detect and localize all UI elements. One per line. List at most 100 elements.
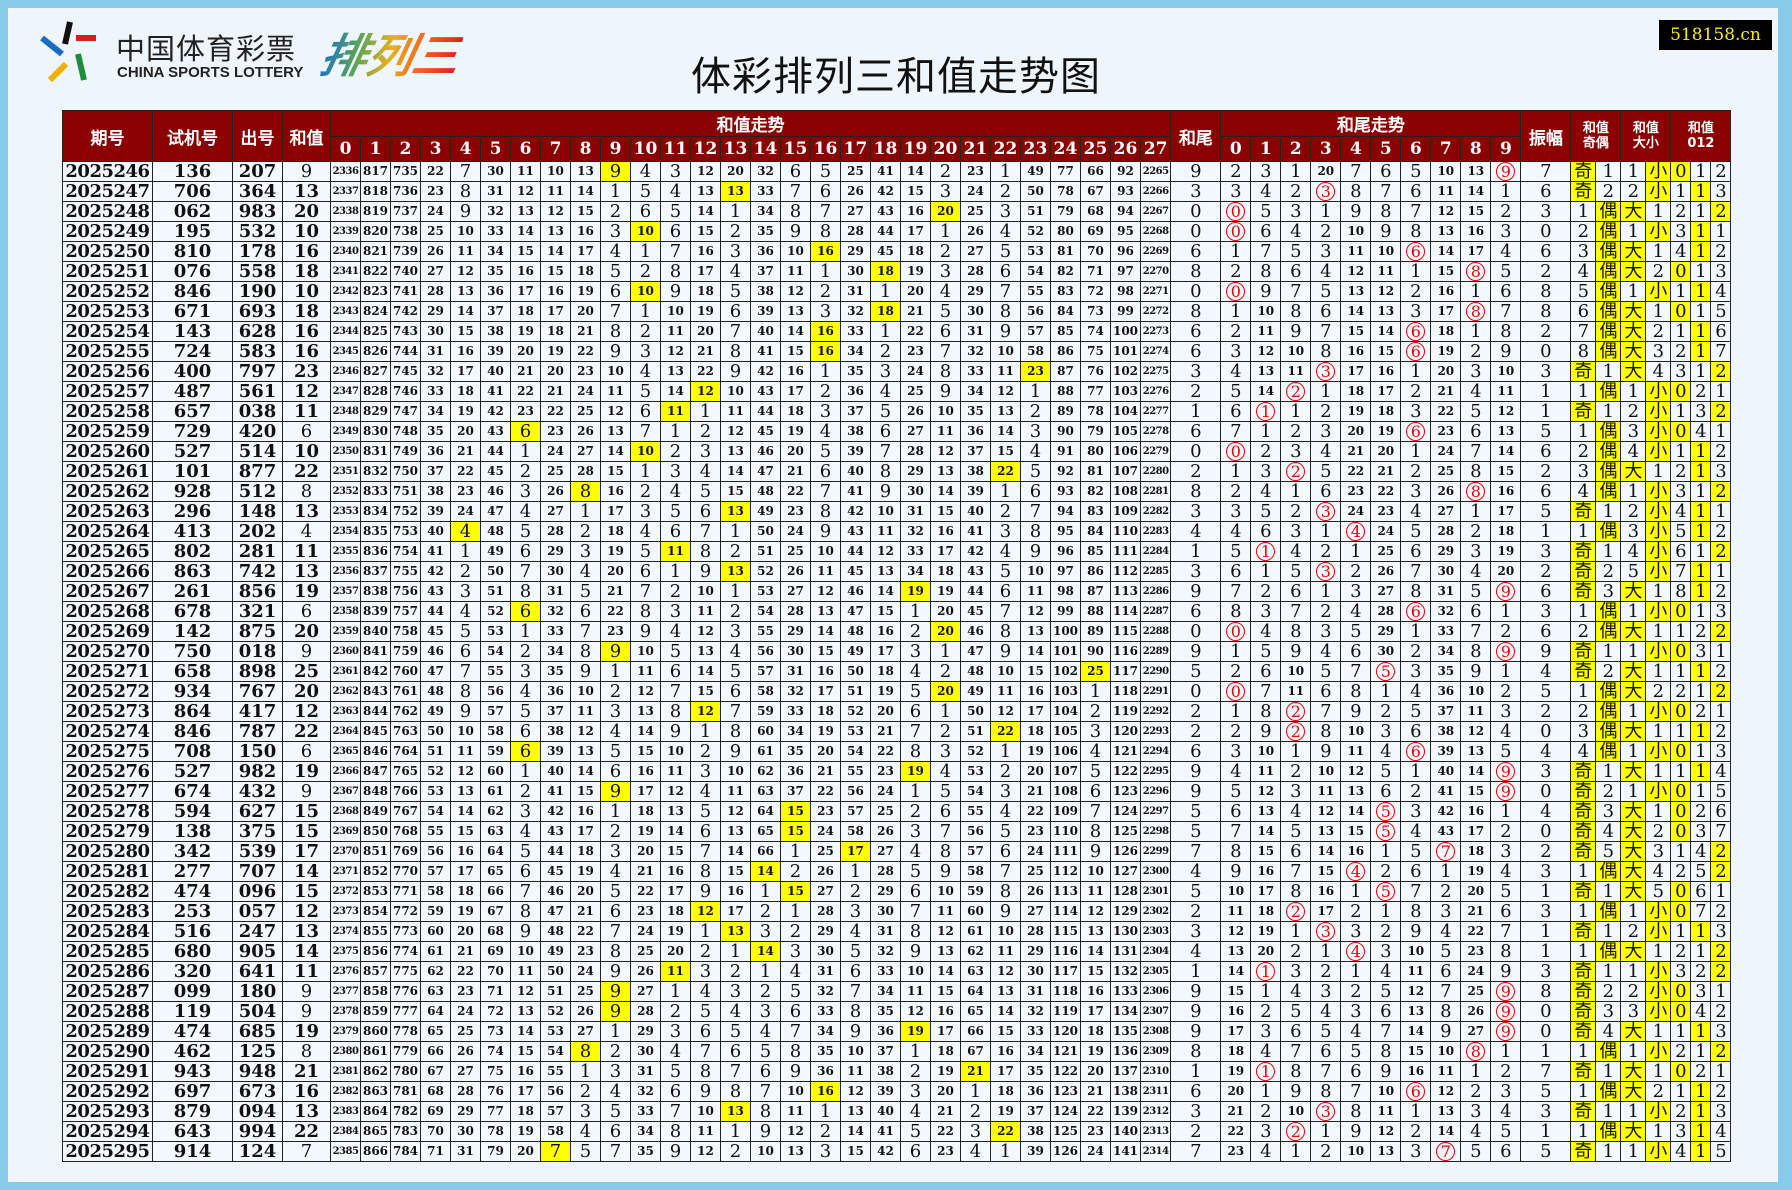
sum-omission-cell: 16 <box>780 361 811 382</box>
sum-omission-cell: 3 <box>1080 721 1111 742</box>
sum-omission-cell: 136 <box>1110 1041 1141 1062</box>
sum-omission-cell: 8 <box>900 741 931 762</box>
sum-omission-cell: 24 <box>900 361 931 382</box>
sum-omission-cell: 6 <box>1080 781 1111 802</box>
big-small-omission-cell: 1 <box>1645 201 1672 222</box>
sum-omission-cell: 25 <box>840 161 871 182</box>
big-small-hit-cell: 小 <box>1645 981 1672 1002</box>
sum-omission-cell: 32 <box>900 521 931 542</box>
sum-omission-cell: 34 <box>750 201 781 222</box>
sum-omission-cell: 741 <box>390 281 421 302</box>
odd-even-omission-cell: 1 <box>1570 681 1597 702</box>
sum-omission-cell: 3 <box>660 161 691 182</box>
tail-omission-cell: 2 <box>1310 961 1342 982</box>
sum-omission-cell: 9 <box>870 481 901 502</box>
period-cell: 2025280 <box>62 841 153 862</box>
tail-omission-cell: 12 <box>1490 401 1522 422</box>
mod3-omission-cell: 3 <box>1710 921 1732 942</box>
tail-hit-circle: 3 <box>1316 182 1336 201</box>
mod3-omission-cell: 2 <box>1670 861 1692 882</box>
odd-even-hit-cell: 偶 <box>1595 941 1622 962</box>
sum-omission-cell: 2378 <box>330 1001 361 1022</box>
tail-omission-cell: 12 <box>1370 1121 1402 1142</box>
mod3-hit-cell: 1 <box>1690 521 1712 542</box>
sum-omission-cell: 2314 <box>1139 1141 1172 1162</box>
sum-omission-cell: 54 <box>480 641 511 662</box>
header-odd-even-label: 和值奇偶 <box>1582 121 1609 151</box>
mod3-hit-cell: 0 <box>1670 261 1692 282</box>
sum-omission-cell: 107 <box>1110 461 1141 482</box>
tail-omission-cell: 9 <box>1280 321 1312 342</box>
sum-omission-cell: 2 <box>960 1101 991 1122</box>
tail-omission-cell: 6 <box>1460 601 1492 622</box>
sum-omission-cell: 846 <box>360 741 391 762</box>
table-row: 2025253 671 693 18 2343 824 742 29 14 37 18 17 20 7 1 1… <box>62 301 1732 322</box>
sum-omission-cell: 90 <box>1080 641 1111 662</box>
sum-omission-cell: 7 <box>750 1081 781 1102</box>
sum-omission-cell: 34 <box>840 341 871 362</box>
draw-number-cell: 125 <box>232 1041 283 1062</box>
mod3-omission-cell: 3 <box>1690 641 1712 662</box>
sum-omission-cell: 1 <box>810 261 841 282</box>
odd-even-omission-cell: 4 <box>1570 261 1597 282</box>
tail-omission-cell: 5 <box>1220 381 1252 402</box>
mod3-hit-cell: 2 <box>1710 861 1732 882</box>
sum-hit-cell: 13 <box>720 501 751 522</box>
period-cell: 2025271 <box>62 661 153 682</box>
tail-omission-cell: 10 <box>1280 661 1312 682</box>
mod3-omission-cell: 6 <box>1710 801 1732 822</box>
sum-omission-cell: 6 <box>930 801 961 822</box>
sum-omission-cell: 53 <box>540 1021 571 1042</box>
mod3-omission-cell: 1 <box>1670 441 1692 462</box>
sum-omission-cell: 6 <box>990 261 1021 282</box>
sum-omission-cell: 2364 <box>330 721 361 742</box>
sum-omission-cell: 761 <box>390 681 421 702</box>
sum-omission-cell: 24 <box>810 821 841 842</box>
sum-hit-cell: 12 <box>690 901 721 922</box>
amplitude-cell: 6 <box>1520 241 1572 262</box>
period-cell: 2025283 <box>62 901 153 922</box>
tail-omission-cell: 29 <box>1430 541 1462 562</box>
sum-omission-cell: 2341 <box>330 261 361 282</box>
tail-omission-cell: 2 <box>1400 1121 1432 1142</box>
mod3-omission-cell: 3 <box>1710 181 1732 202</box>
tail-value-cell: 9 <box>1170 981 1222 1002</box>
sum-omission-cell: 19 <box>780 421 811 442</box>
tail-value-cell: 3 <box>1170 561 1222 582</box>
tail-omission-cell: 6 <box>1310 1041 1342 1062</box>
sum-omission-cell: 111 <box>1050 841 1081 862</box>
sum-omission-cell: 3 <box>510 481 541 502</box>
tail-hit-circle: 2 <box>1286 722 1306 741</box>
sum-omission-cell: 11 <box>540 181 571 202</box>
tail-omission-cell: 5 <box>1400 841 1432 862</box>
tail-omission-cell: 14 <box>1430 241 1462 262</box>
tail-omission-cell: 3 <box>1400 1141 1432 1162</box>
mod3-hit-cell: 0 <box>1670 641 1692 662</box>
mod3-omission-cell: 2 <box>1710 161 1732 182</box>
sum-omission-cell: 2 <box>720 221 751 242</box>
sum-omission-cell: 2 <box>630 261 661 282</box>
sum-omission-cell: 68 <box>1080 201 1111 222</box>
sum-hit-cell: 14 <box>750 941 781 962</box>
sum-omission-cell: 14 <box>570 761 601 782</box>
sum-omission-cell: 118 <box>1050 981 1081 1002</box>
sum-omission-cell: 36 <box>840 381 871 402</box>
sum-omission-cell: 54 <box>420 801 451 822</box>
sum-omission-cell: 8 <box>690 1061 721 1082</box>
sum-omission-cell: 104 <box>1110 401 1141 422</box>
tail-omission-cell: 5 <box>1490 261 1522 282</box>
sum-omission-cell: 21 <box>780 461 811 482</box>
tail-omission-cell: 24 <box>1460 961 1492 982</box>
header-draw: 出号 <box>232 110 283 162</box>
tail-omission-cell: 1 <box>1280 741 1312 762</box>
tail-value-cell: 2 <box>1170 1121 1222 1142</box>
sum-hit-cell: 16 <box>810 341 841 362</box>
sum-omission-cell: 15 <box>900 181 931 202</box>
sum-omission-cell: 735 <box>390 161 421 182</box>
tail-hit-circle: 0 <box>1226 282 1246 301</box>
sum-omission-cell: 71 <box>480 981 511 1002</box>
mod3-omission-cell: 5 <box>1710 301 1732 322</box>
sum-omission-cell: 9 <box>630 621 661 642</box>
sum-omission-cell: 9 <box>1080 841 1111 862</box>
mod3-omission-cell: 3 <box>1710 1101 1732 1122</box>
